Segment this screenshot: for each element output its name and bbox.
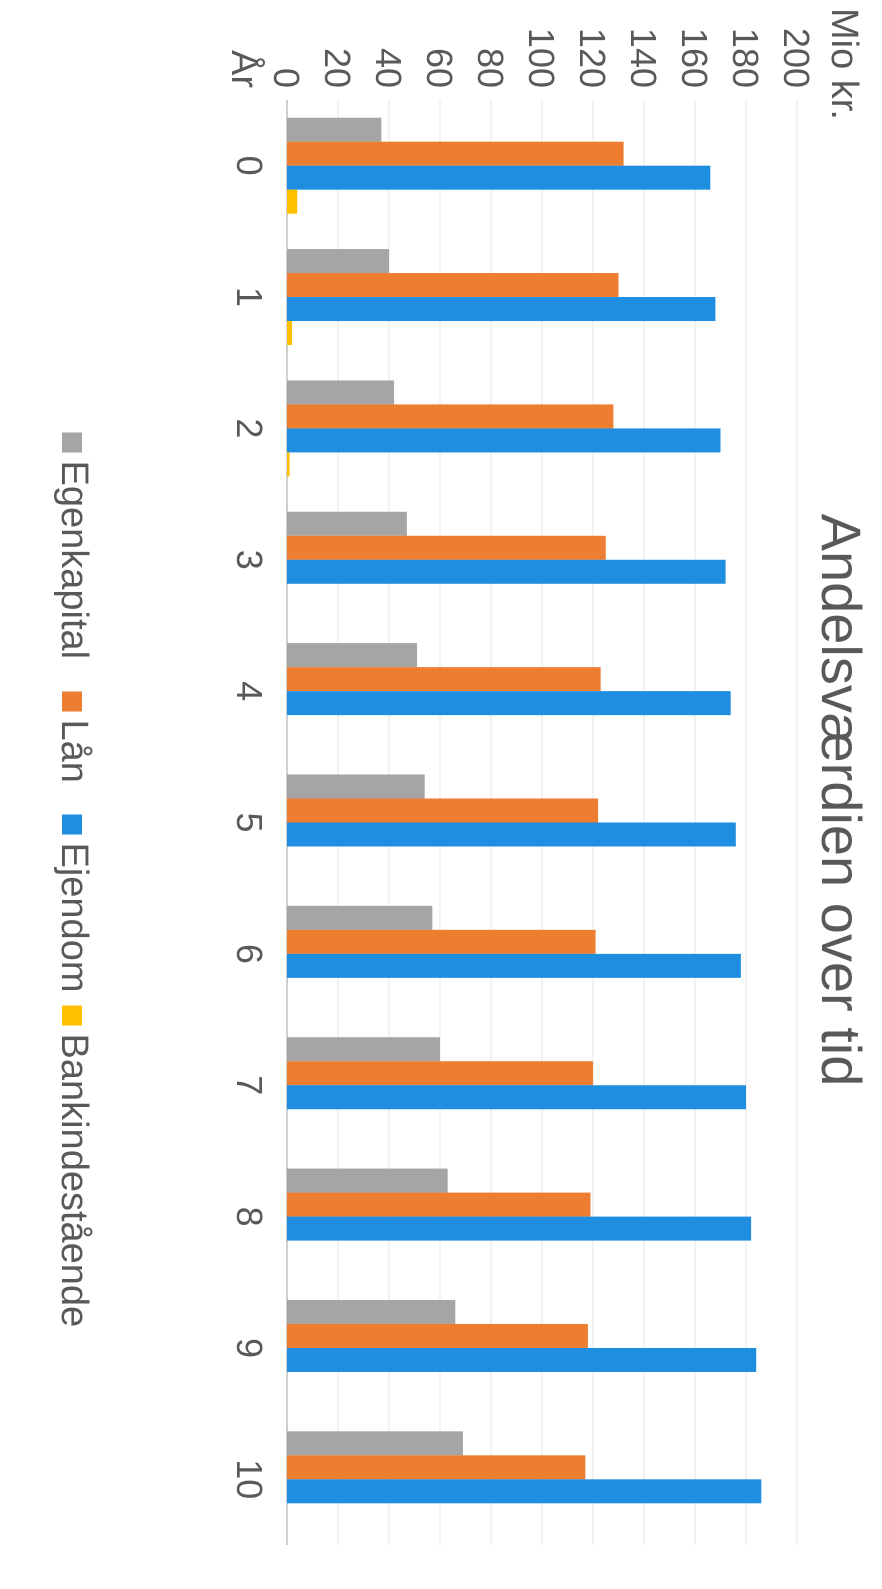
legend: Egenkapital Lån Ejendom Bankindestående (53, 432, 95, 1328)
x-tick-label: 3 (229, 550, 270, 570)
chart-rotated-frame: 0 20 40 60 80 100 120 140 160 180 200012345678910 … (53, 8, 873, 1545)
bar-lån-6 (287, 929, 596, 954)
x-tick-label: 5 (229, 812, 270, 832)
y-tick-label: 180 (725, 28, 766, 88)
x-tick-label: 7 (229, 1075, 270, 1095)
legend-swatch (62, 814, 82, 835)
y-tick-label: 20 (317, 48, 358, 88)
x-tick-label: 0 (229, 156, 270, 176)
x-tick-label: 1 (229, 287, 270, 307)
bar-egenkapital-5 (287, 774, 425, 799)
legend-label: Lån (53, 720, 95, 783)
y-tick-label: 60 (419, 48, 460, 88)
bar-ejendom-7 (287, 1085, 746, 1110)
y-tick-label: 120 (572, 28, 613, 88)
bar-bankindestående-2 (286, 452, 290, 477)
bar-ejendom-6 (287, 953, 741, 978)
axes: 0 20 40 60 80 100 120 140 160 180 200 0 1 2 3 4 5 6 7 8 9 10 (229, 28, 817, 1499)
y-axis-title: Mio kr. (823, 8, 865, 120)
bar-lån-9 (287, 1323, 588, 1348)
legend-swatch (62, 432, 82, 453)
bar-lån-4 (287, 667, 601, 692)
bar-egenkapital-7 (287, 1037, 440, 1062)
bar-egenkapital-4 (286, 643, 418, 668)
legend-swatch (62, 691, 82, 712)
bar-ejendom-1 (287, 297, 716, 322)
bar-ejendom-2 (287, 428, 721, 453)
chart-title: Andelsværdien over tid (810, 514, 873, 1087)
y-tick-label: 0 (266, 68, 307, 88)
x-tick-label: 8 (229, 1207, 270, 1227)
x-axis-title: År (223, 50, 267, 88)
x-tick-label: 9 (229, 1338, 270, 1358)
bar-ejendom-4 (286, 691, 731, 716)
x-tick-label: 4 (229, 681, 270, 701)
legend-label: Bankindestående (53, 1034, 95, 1328)
bar-ejendom-10 (287, 1479, 762, 1504)
bar-lån-3 (287, 535, 606, 560)
bar-ejendom-8 (287, 1216, 752, 1241)
bar-lån-2 (287, 404, 614, 429)
bar-ejendom-0 (287, 165, 711, 190)
y-tick-label: 160 (674, 28, 715, 88)
legend-swatch (62, 1005, 82, 1026)
x-tick-label: 6 (229, 944, 270, 964)
legend-label: Ejendom (53, 843, 95, 993)
bar-egenkapital-1 (287, 249, 389, 274)
bar-lån-7 (287, 1061, 593, 1086)
bar-egenkapital-3 (287, 511, 407, 536)
bar-ejendom-9 (286, 1347, 757, 1372)
y-tick-label: 80 (470, 48, 511, 88)
bars (286, 117, 762, 1504)
legend-label: Egenkapital (53, 461, 95, 660)
bar-egenkapital-6 (287, 905, 433, 930)
y-tick-label: 140 (623, 28, 664, 88)
bar-bankindestående-0 (287, 189, 298, 214)
bar-lån-0 (287, 141, 624, 166)
bar-egenkapital-9 (286, 1299, 456, 1324)
bar-egenkapital-10 (287, 1431, 463, 1456)
bar-egenkapital-0 (287, 117, 382, 142)
bar-egenkapital-2 (287, 380, 395, 405)
y-tick-label: 40 (368, 48, 409, 88)
y-tick-label: 100 (521, 28, 562, 88)
bar-ejendom-5 (287, 822, 736, 847)
bar-bankindestående-1 (286, 321, 293, 346)
bar-egenkapital-8 (287, 1168, 448, 1193)
bar-lån-5 (287, 798, 599, 823)
bar-lån-10 (287, 1455, 586, 1480)
bar-lån-8 (287, 1192, 591, 1217)
x-tick-label: 10 (229, 1459, 270, 1499)
bar-ejendom-3 (287, 559, 726, 584)
y-tick-label: 200 (776, 28, 817, 88)
x-tick-label: 2 (229, 418, 270, 438)
bar-lån-1 (287, 273, 619, 298)
